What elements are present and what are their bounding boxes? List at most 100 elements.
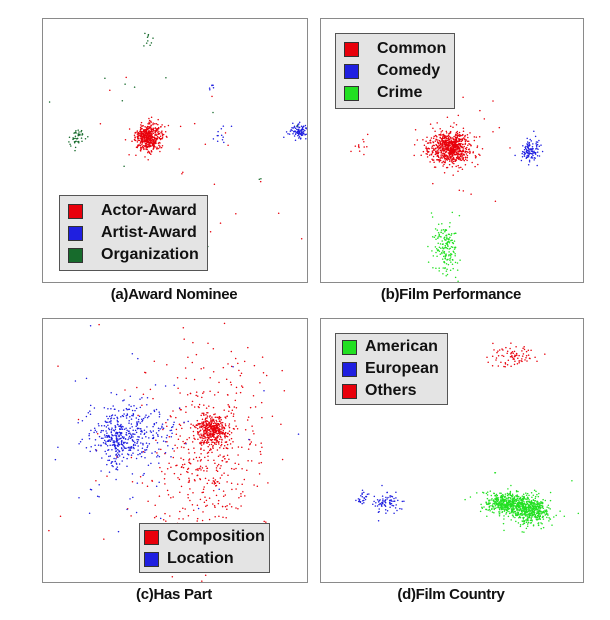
scatter-point bbox=[452, 242, 454, 244]
scatter-point bbox=[522, 496, 525, 498]
scatter-point bbox=[532, 499, 535, 501]
scatter-point bbox=[69, 143, 71, 145]
scatter-point bbox=[209, 414, 211, 417]
scatter-point bbox=[148, 117, 150, 120]
scatter-point bbox=[511, 350, 514, 353]
scatter-point bbox=[452, 156, 455, 159]
scatter-point bbox=[182, 518, 184, 520]
scatter-point bbox=[106, 415, 108, 418]
scatter-point bbox=[137, 427, 140, 430]
scatter-point bbox=[204, 433, 207, 435]
scatter-point bbox=[126, 408, 128, 411]
scatter-point bbox=[199, 460, 202, 462]
scatter-point bbox=[505, 502, 508, 504]
scatter-point bbox=[454, 253, 456, 255]
scatter-point bbox=[73, 141, 76, 144]
scatter-point bbox=[363, 153, 365, 156]
scatter-point bbox=[446, 159, 449, 161]
scatter-point bbox=[464, 134, 466, 137]
scatter-point bbox=[466, 134, 469, 136]
scatter-point bbox=[113, 457, 115, 460]
scatter-point bbox=[134, 444, 137, 446]
scatter-point bbox=[115, 458, 117, 460]
scatter-point bbox=[142, 134, 145, 136]
scatter-point bbox=[545, 512, 548, 514]
scatter-point bbox=[120, 440, 123, 443]
scatter-point bbox=[98, 425, 100, 427]
scatter-point bbox=[209, 435, 212, 437]
scatter-point bbox=[507, 496, 510, 499]
scatter-point bbox=[193, 451, 196, 454]
scatter-point bbox=[461, 133, 464, 136]
scatter-point bbox=[510, 519, 512, 521]
scatter-point bbox=[527, 505, 530, 507]
scatter-point bbox=[221, 421, 224, 424]
scatter-point bbox=[530, 501, 532, 504]
scatter-point bbox=[495, 493, 498, 496]
scatter-point bbox=[208, 432, 210, 434]
scatter-point bbox=[215, 426, 217, 429]
scatter-point bbox=[539, 507, 542, 509]
scatter-point bbox=[513, 504, 515, 506]
scatter-point bbox=[206, 482, 209, 485]
scatter-point bbox=[536, 141, 539, 143]
scatter-point bbox=[441, 157, 443, 159]
scatter-point bbox=[167, 494, 170, 496]
scatter-point bbox=[211, 84, 213, 86]
scatter-point bbox=[536, 151, 539, 153]
scatter-point bbox=[527, 503, 530, 506]
scatter-point bbox=[468, 148, 471, 150]
scatter-point bbox=[192, 491, 194, 494]
scatter-point bbox=[509, 494, 512, 497]
scatter-point bbox=[135, 511, 138, 514]
scatter-point bbox=[413, 154, 415, 157]
scatter-point bbox=[383, 503, 386, 506]
scatter-point bbox=[173, 384, 175, 386]
scatter-point bbox=[144, 32, 146, 35]
scatter-point bbox=[201, 422, 203, 425]
scatter-point bbox=[437, 236, 440, 238]
scatter-point bbox=[241, 386, 244, 389]
scatter-point bbox=[230, 431, 233, 434]
scatter-point bbox=[454, 153, 457, 155]
scatter-point bbox=[204, 143, 207, 145]
scatter-point bbox=[563, 515, 566, 518]
scatter-point bbox=[137, 436, 139, 438]
scatter-point bbox=[538, 139, 540, 142]
scatter-point bbox=[213, 420, 215, 423]
scatter-point bbox=[138, 134, 141, 137]
scatter-point bbox=[223, 322, 226, 325]
scatter-point bbox=[192, 430, 195, 433]
scatter-point bbox=[74, 131, 76, 134]
scatter-point bbox=[85, 446, 88, 449]
scatter-point bbox=[542, 526, 545, 529]
scatter-point bbox=[382, 498, 384, 500]
scatter-point bbox=[449, 146, 452, 148]
scatter-point bbox=[298, 126, 301, 129]
scatter-point bbox=[449, 222, 451, 224]
scatter-point bbox=[149, 152, 151, 154]
scatter-point bbox=[532, 513, 535, 516]
scatter-point bbox=[73, 137, 75, 140]
scatter-point bbox=[110, 415, 113, 417]
scatter-point bbox=[200, 444, 203, 446]
scatter-point bbox=[112, 429, 115, 431]
scatter-point bbox=[438, 270, 440, 272]
scatter-point bbox=[495, 359, 497, 361]
scatter-point bbox=[458, 146, 460, 149]
scatter-point bbox=[178, 478, 181, 481]
scatter-point bbox=[79, 134, 81, 136]
scatter-point bbox=[120, 447, 123, 449]
scatter-point bbox=[195, 391, 198, 393]
scatter-point bbox=[368, 493, 370, 495]
scatter-point bbox=[121, 435, 124, 438]
scatter-point bbox=[521, 152, 523, 155]
scatter-point bbox=[458, 142, 460, 145]
scatter-point bbox=[156, 452, 158, 454]
scatter-point bbox=[219, 222, 222, 224]
scatter-point bbox=[470, 193, 472, 195]
scatter-point bbox=[212, 370, 215, 373]
scatter-point bbox=[529, 152, 532, 155]
scatter-point bbox=[447, 233, 450, 235]
scatter-point bbox=[305, 133, 307, 135]
